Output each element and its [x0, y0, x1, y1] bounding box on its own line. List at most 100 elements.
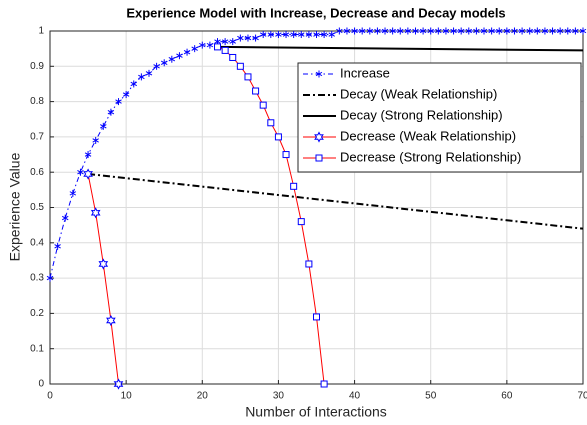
marker [290, 182, 298, 190]
marker [206, 41, 214, 49]
marker [435, 27, 442, 35]
y-tick-label: 0.7 [30, 132, 44, 143]
marker [457, 27, 465, 35]
marker [83, 168, 93, 180]
marker [412, 27, 419, 35]
marker [351, 27, 358, 35]
marker [267, 119, 275, 127]
legend-label: Decay (Weak Relationship) [340, 86, 497, 101]
marker [153, 62, 160, 70]
marker [113, 378, 124, 390]
marker [92, 136, 99, 144]
y-tick-label: 0.3 [30, 273, 44, 284]
legend-label: Decrease (Weak Relationship) [340, 128, 516, 143]
marker [366, 27, 374, 35]
marker [480, 27, 488, 35]
y-tick-label: 0.1 [30, 343, 44, 354]
marker [191, 45, 198, 53]
marker [237, 34, 244, 42]
marker [465, 27, 473, 35]
marker [168, 55, 176, 63]
marker [259, 31, 267, 39]
y-tick-label: 0.2 [30, 308, 44, 319]
y-tick-label: 0.6 [30, 167, 44, 178]
marker [336, 27, 343, 35]
marker [46, 274, 54, 282]
marker [305, 260, 313, 268]
y-tick-label: 0.4 [30, 237, 44, 248]
y-tick-label: 0.9 [30, 61, 44, 72]
marker [160, 59, 168, 67]
legend-marker [315, 71, 323, 77]
marker [374, 27, 381, 35]
marker [145, 69, 153, 77]
x-tick-label: 0 [47, 391, 53, 402]
marker [84, 151, 92, 159]
y-tick-label: 1 [38, 26, 44, 37]
x-tick-label: 60 [501, 391, 513, 402]
legend-label: Decrease (Strong Relationship) [340, 149, 521, 164]
legend-marker [315, 154, 323, 162]
marker [549, 27, 556, 35]
marker [358, 27, 366, 35]
marker [106, 314, 116, 327]
marker [282, 151, 290, 159]
x-tick-label: 50 [425, 391, 437, 402]
marker [297, 218, 305, 226]
marker [69, 189, 77, 197]
legend-box [297, 62, 582, 173]
marker [236, 62, 244, 70]
marker [572, 27, 579, 35]
marker [274, 133, 282, 141]
marker [107, 108, 115, 116]
marker [473, 27, 480, 35]
x-tick-label: 10 [121, 391, 133, 402]
marker [77, 168, 84, 176]
marker [419, 27, 427, 35]
y-tick-label: 0.8 [30, 96, 44, 107]
marker [100, 122, 107, 130]
plot-border [49, 30, 584, 385]
marker [229, 38, 236, 46]
marker [176, 52, 183, 60]
series-line [49, 30, 583, 279]
marker [305, 31, 313, 39]
legend-label: Increase [340, 65, 390, 80]
marker [564, 27, 572, 35]
marker [389, 27, 396, 35]
marker [343, 27, 351, 35]
marker [122, 91, 130, 99]
marker [252, 87, 260, 95]
marker [313, 313, 320, 321]
marker [328, 31, 335, 39]
marker [503, 27, 511, 35]
marker [511, 27, 518, 35]
marker [320, 380, 328, 388]
marker [138, 73, 145, 81]
marker [98, 258, 109, 270]
series-line [217, 45, 584, 52]
marker [54, 242, 61, 250]
marker [115, 98, 122, 106]
marker [579, 27, 587, 35]
marker [534, 27, 541, 35]
marker [450, 27, 457, 35]
chart-title: Experience Model with Increase, Decrease… [126, 5, 505, 20]
marker [282, 31, 290, 39]
marker [221, 38, 229, 46]
marker [442, 27, 450, 35]
marker [313, 31, 320, 39]
marker [404, 27, 412, 35]
marker [267, 31, 275, 39]
x-tick-label: 30 [273, 391, 285, 402]
marker [275, 31, 282, 39]
marker [229, 53, 237, 61]
y-tick-label: 0.5 [30, 202, 44, 213]
y-tick-label: 0 [38, 379, 44, 390]
marker [130, 80, 138, 88]
marker [495, 27, 503, 35]
marker [290, 31, 297, 39]
marker [214, 43, 222, 51]
marker [252, 34, 259, 42]
